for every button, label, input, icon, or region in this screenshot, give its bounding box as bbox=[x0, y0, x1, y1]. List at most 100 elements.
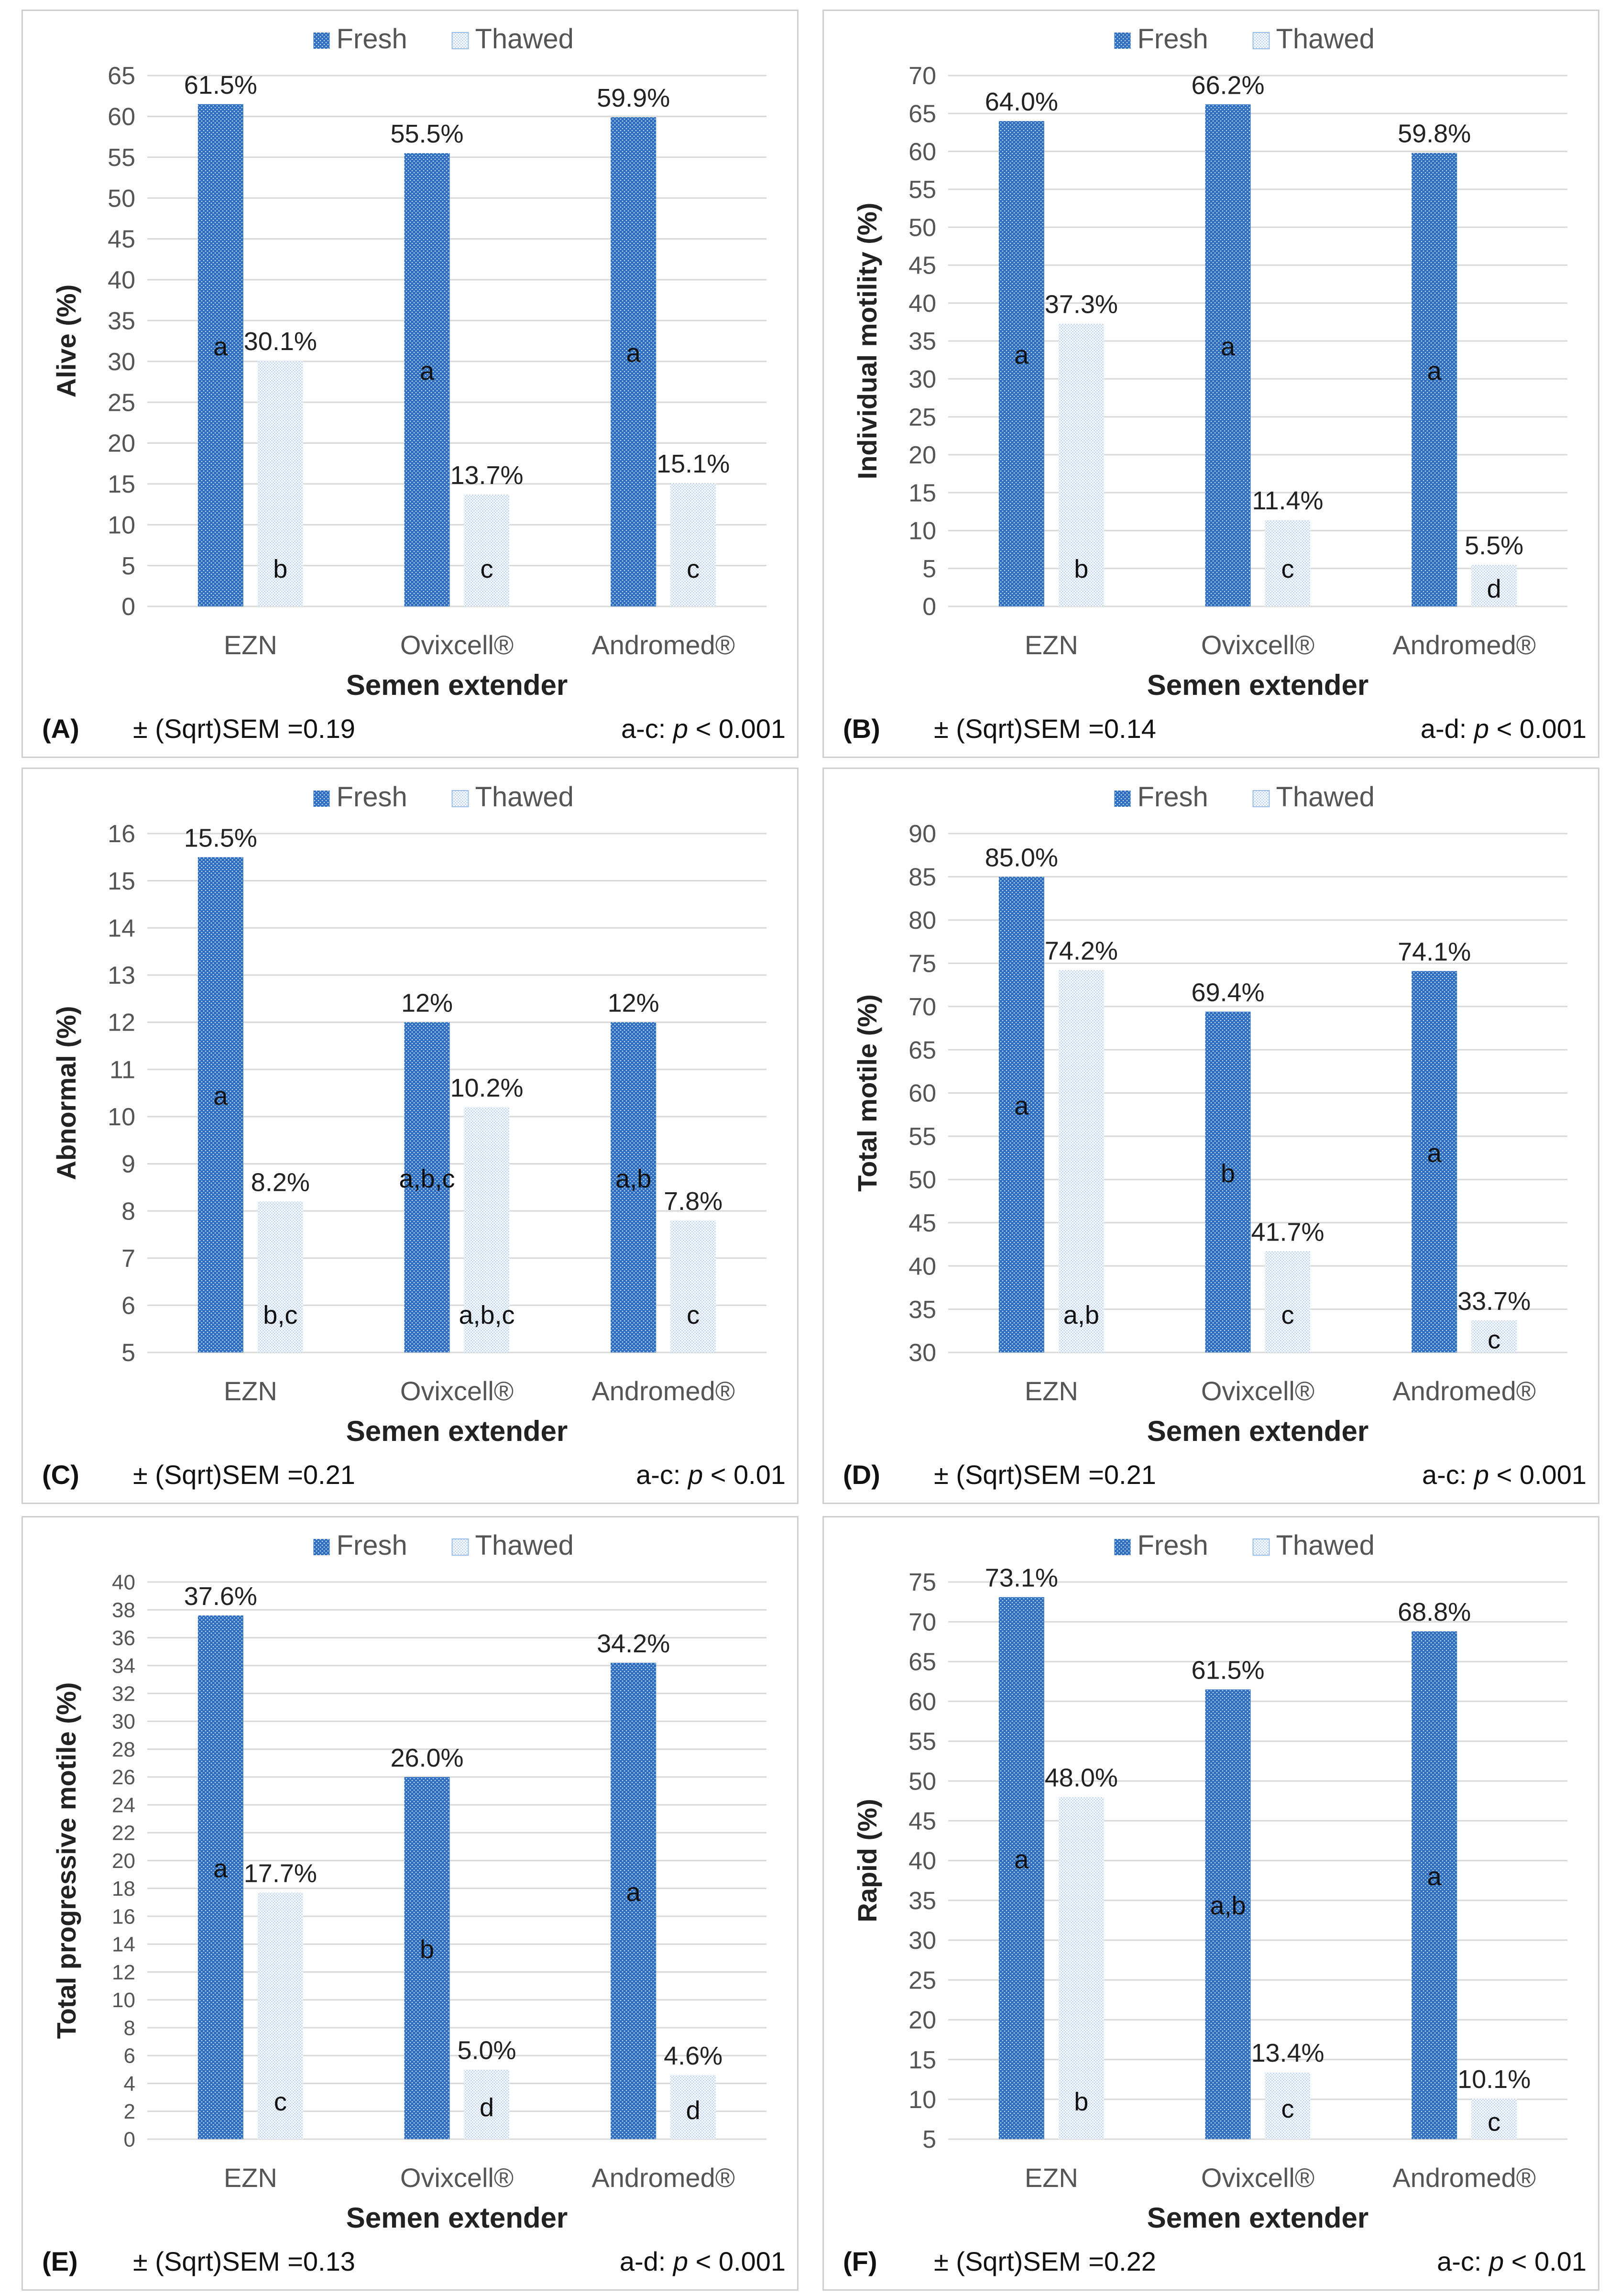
significance-letter: c bbox=[1488, 2108, 1500, 2137]
panel-f: 5 10 15 20 25 30 35 40 45 50 55 60 65 70 75 73.1% a 48.0%… bbox=[822, 1516, 1599, 2291]
data-label: 64.0% bbox=[985, 88, 1058, 116]
x-axis-title: Semen extender bbox=[346, 669, 568, 701]
significance-letter: b bbox=[1074, 555, 1088, 583]
fresh-bar bbox=[998, 877, 1044, 1352]
y-tick-label: 4 bbox=[124, 2072, 135, 2096]
sem-note: ± (Sqrt)SEM =0.21 bbox=[133, 1460, 355, 1490]
legend-label-thawed: Thawed bbox=[475, 781, 574, 813]
data-label: 37.3% bbox=[1045, 290, 1118, 319]
y-tick-label: 35 bbox=[909, 1887, 936, 1915]
legend-label-thawed: Thawed bbox=[475, 1530, 574, 1561]
legend-label-thawed: Thawed bbox=[1276, 1530, 1375, 1561]
significance-note: a-c: p < 0.01 bbox=[636, 1460, 786, 1490]
thawed-bar bbox=[1265, 1251, 1311, 1352]
significance-note: a-d: p < 0.001 bbox=[1421, 714, 1587, 744]
significance-threshold: < 0.001 bbox=[688, 714, 786, 744]
data-label: 7.8% bbox=[664, 1187, 722, 1216]
y-tick-label: 0 bbox=[121, 593, 135, 621]
significance-p: p bbox=[687, 1460, 703, 1490]
significance-threshold: < 0.001 bbox=[1489, 1460, 1587, 1490]
significance-letter: a bbox=[213, 1082, 228, 1110]
y-tick-label: 40 bbox=[909, 1252, 936, 1280]
y-tick-label: 65 bbox=[909, 100, 936, 128]
y-tick-label: 2 bbox=[124, 2100, 135, 2123]
x-tick-label: Andromed® bbox=[591, 1376, 735, 1406]
significance-letter: a bbox=[1427, 357, 1442, 385]
legend-swatch-fresh bbox=[313, 1539, 330, 1555]
significance-letter: c bbox=[274, 2087, 287, 2116]
significance-letter: b,c bbox=[263, 1301, 297, 1329]
legend-label-fresh: Fresh bbox=[337, 781, 407, 813]
fresh-bar bbox=[1205, 1011, 1251, 1352]
y-tick-label: 40 bbox=[108, 266, 135, 294]
fresh-bar bbox=[404, 153, 450, 606]
y-tick-label: 55 bbox=[108, 144, 135, 172]
significance-range: a-c: bbox=[1437, 2246, 1489, 2276]
y-tick-label: 30 bbox=[909, 1927, 936, 1955]
fresh-bar bbox=[1412, 1631, 1457, 2139]
fresh-bar bbox=[998, 1597, 1044, 2139]
fresh-bar bbox=[1412, 153, 1457, 606]
significance-threshold: < 0.001 bbox=[1489, 714, 1587, 744]
significance-p: p bbox=[1488, 2246, 1504, 2276]
thawed-bar bbox=[670, 2075, 716, 2139]
significance-letter: b bbox=[420, 1935, 434, 1964]
x-tick-label: EZN bbox=[224, 2163, 277, 2193]
x-tick-label: Ovixcell® bbox=[400, 630, 514, 660]
significance-letter: d bbox=[1487, 574, 1501, 603]
data-label: 17.7% bbox=[244, 1859, 317, 1888]
y-tick-label: 10 bbox=[108, 1103, 135, 1131]
data-label: 74.2% bbox=[1045, 937, 1118, 966]
y-tick-label: 50 bbox=[108, 185, 135, 212]
chart-svg: 5 10 15 20 25 30 35 40 45 50 55 60 65 70 75 73.1% a 48.0%… bbox=[843, 1530, 1587, 2276]
panel-label: (D) bbox=[843, 1460, 880, 1490]
y-tick-label: 15 bbox=[108, 868, 135, 895]
y-tick-label: 22 bbox=[112, 1822, 135, 1845]
significance-letter: c bbox=[1281, 1301, 1294, 1329]
significance-letter: a bbox=[626, 339, 641, 368]
significance-range: a-c: bbox=[636, 1460, 688, 1490]
significance-letter: b bbox=[1221, 1159, 1235, 1188]
y-tick-label: 8 bbox=[124, 2016, 135, 2040]
y-tick-label: 12 bbox=[112, 1961, 135, 1984]
y-tick-label: 45 bbox=[108, 226, 135, 253]
y-tick-label: 20 bbox=[108, 430, 135, 458]
data-label: 10.2% bbox=[450, 1074, 523, 1102]
y-tick-label: 30 bbox=[108, 348, 135, 376]
panel-label: (E) bbox=[42, 2246, 78, 2276]
fresh-bar bbox=[1412, 971, 1457, 1352]
thawed-bar bbox=[464, 494, 510, 606]
significance-letter: c bbox=[1488, 1326, 1500, 1354]
significance-letter: a,b bbox=[1210, 1891, 1246, 1920]
y-tick-label: 10 bbox=[112, 1988, 135, 2012]
x-tick-label: EZN bbox=[1025, 630, 1078, 660]
x-tick-label: Andromed® bbox=[1392, 1376, 1536, 1406]
data-label: 85.0% bbox=[985, 843, 1058, 872]
y-tick-label: 0 bbox=[922, 593, 936, 621]
legend-label-fresh: Fresh bbox=[337, 1530, 407, 1561]
x-tick-label: EZN bbox=[1025, 1376, 1078, 1406]
thawed-bar bbox=[464, 2069, 510, 2139]
thawed-bar bbox=[1058, 323, 1104, 606]
data-label: 30.1% bbox=[244, 327, 317, 356]
y-tick-label: 15 bbox=[108, 471, 135, 498]
y-tick-label: 70 bbox=[909, 993, 936, 1021]
thawed-bar bbox=[1058, 1797, 1104, 2139]
data-label: 5.0% bbox=[457, 2036, 516, 2065]
y-tick-label: 45 bbox=[909, 1807, 936, 1835]
fresh-bar bbox=[611, 1022, 657, 1352]
significance-letter: a bbox=[1427, 1862, 1442, 1891]
data-label: 13.7% bbox=[450, 461, 523, 490]
y-axis-title: Abnormal (%) bbox=[51, 1006, 81, 1180]
y-tick-label: 7 bbox=[121, 1245, 135, 1273]
data-label: 61.5% bbox=[1191, 1656, 1264, 1685]
y-tick-label: 24 bbox=[112, 1793, 135, 1817]
significance-letter: a,b,c bbox=[399, 1164, 455, 1193]
significance-p: p bbox=[672, 2246, 688, 2276]
y-tick-label: 16 bbox=[108, 820, 135, 848]
panel-d: 30 35 40 45 50 55 60 65 70 75 80 85 90 85.0% a 74.2% a,b… bbox=[822, 768, 1599, 1504]
y-tick-label: 28 bbox=[112, 1738, 135, 1761]
y-tick-label: 16 bbox=[112, 1905, 135, 1928]
fresh-bar bbox=[998, 121, 1044, 607]
